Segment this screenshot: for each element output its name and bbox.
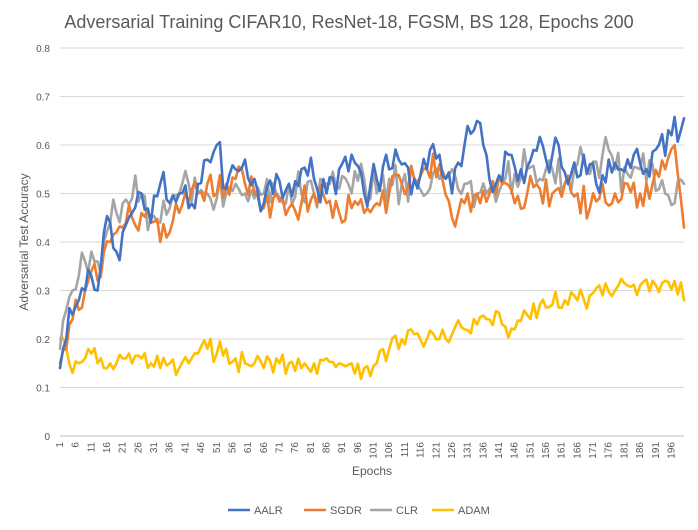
x-tick-label: 161 xyxy=(557,442,568,459)
x-tick-label: 66 xyxy=(259,442,270,454)
y-tick-label: 0 xyxy=(44,432,50,443)
x-tick-label: 61 xyxy=(243,442,254,454)
x-tick-label: 116 xyxy=(416,442,427,458)
x-tick-label: 76 xyxy=(290,442,301,454)
y-tick-label: 0.3 xyxy=(36,287,50,298)
x-tick-label: 81 xyxy=(306,442,317,454)
x-tick-label: 196 xyxy=(666,442,677,459)
x-tick-label: 16 xyxy=(102,442,113,454)
gridlines xyxy=(60,47,684,437)
x-tick-label: 126 xyxy=(447,442,458,459)
x-tick-label: 186 xyxy=(635,442,646,459)
chart-title: Adversarial Training CIFAR10, ResNet-18,… xyxy=(64,12,633,32)
x-tick-label: 31 xyxy=(149,442,160,454)
series-line-clr xyxy=(58,135,686,350)
y-tick-label: 0.4 xyxy=(36,238,50,249)
x-tick-label: 131 xyxy=(463,442,474,459)
x-tick-label: 176 xyxy=(604,442,615,459)
x-tick-label: 151 xyxy=(525,442,536,459)
x-tick-label: 146 xyxy=(510,442,521,459)
x-tick-label: 181 xyxy=(619,442,630,459)
x-tick-label: 171 xyxy=(588,442,599,459)
y-tick-label: 0.2 xyxy=(36,335,50,346)
x-tick-label: 191 xyxy=(651,442,662,459)
x-axis-ticks: 1 6 11 16 21 26 31 36 41 46 51 56 61 66 71 76 81 86 91 96 10… xyxy=(55,442,677,459)
y-tick-label: 0.8 xyxy=(36,44,50,55)
y-tick-label: 0.6 xyxy=(36,141,50,152)
x-tick-label: 86 xyxy=(322,442,333,454)
y-axis-label: Adversarial Test Accuracy xyxy=(17,173,31,310)
x-tick-label: 71 xyxy=(274,442,285,454)
legend-label-adam: ADAM xyxy=(458,505,490,517)
x-tick-label: 156 xyxy=(541,442,552,459)
legend-label-clr: CLR xyxy=(396,505,418,517)
x-tick-label: 111 xyxy=(400,442,411,458)
x-tick-label: 41 xyxy=(180,442,191,454)
y-tick-label: 0.7 xyxy=(36,93,50,104)
y-axis-ticks: 0 0.1 0.2 0.3 0.4 0.5 0.6 0.7 0.8 xyxy=(36,44,50,443)
x-axis-label: Epochs xyxy=(352,464,392,478)
x-tick-label: 21 xyxy=(118,442,129,454)
series-line-aalr xyxy=(58,115,686,370)
series-line-sgdr xyxy=(58,143,686,365)
x-tick-label: 36 xyxy=(165,442,176,454)
y-tick-label: 0.1 xyxy=(36,384,50,395)
x-tick-label: 1 xyxy=(55,442,66,448)
legend-label-aalr: AALR xyxy=(254,505,283,517)
x-tick-label: 46 xyxy=(196,442,207,454)
x-tick-label: 166 xyxy=(572,442,583,459)
legend: AALR SGDR CLR ADAM xyxy=(228,505,490,517)
x-tick-label: 106 xyxy=(384,442,395,459)
x-tick-label: 121 xyxy=(431,442,442,459)
y-tick-label: 0.5 xyxy=(36,190,50,201)
x-tick-label: 101 xyxy=(369,442,380,459)
legend-label-sgdr: SGDR xyxy=(330,505,362,517)
x-tick-label: 6 xyxy=(71,442,82,448)
series-lines xyxy=(58,115,686,381)
x-tick-label: 26 xyxy=(133,442,144,454)
x-tick-label: 56 xyxy=(227,442,238,454)
series-line-adam xyxy=(58,277,686,381)
x-tick-label: 51 xyxy=(212,442,223,454)
x-tick-label: 91 xyxy=(337,442,348,454)
x-tick-label: 11 xyxy=(86,442,97,453)
x-tick-label: 96 xyxy=(353,442,364,454)
x-tick-label: 141 xyxy=(494,442,505,459)
x-tick-label: 136 xyxy=(478,442,489,459)
